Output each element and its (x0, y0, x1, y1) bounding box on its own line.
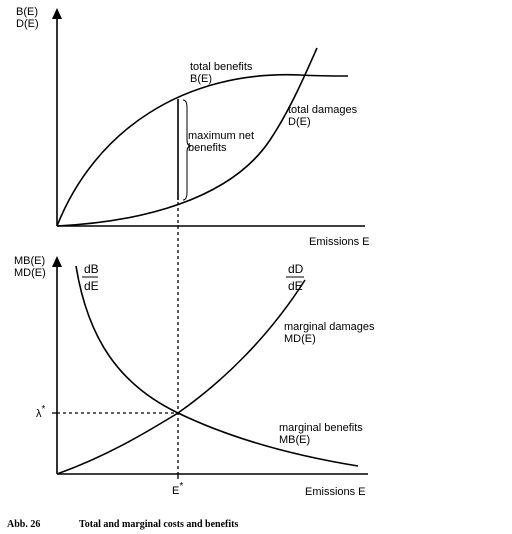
total-benefits-label: total benefits (190, 61, 253, 73)
dB-denominator: dE (84, 279, 99, 293)
caption-number: Abb. 26 (7, 519, 40, 530)
top-y-label-2: D(E) (16, 18, 39, 30)
caption-title: Total and marginal costs and benefits (79, 519, 238, 530)
top-x-label: Emissions E (309, 236, 370, 248)
total-benefits-curve (56, 73, 349, 227)
max-net-label-2: benefits (188, 142, 227, 154)
lambda-star-label: λ* (36, 404, 46, 420)
total-damages-label-2: D(E) (288, 116, 311, 128)
marginal-benefits-label-2: MB(E) (279, 434, 310, 446)
total-damages-label: total damages (288, 104, 358, 116)
max-net-brace (182, 99, 192, 201)
marginal-benefits-curve (75, 265, 359, 467)
top-y-label: B(E) (16, 6, 38, 18)
marginal-benefits-label: marginal benefits (279, 422, 363, 434)
bottom-y-axis-arrow (52, 256, 62, 267)
figure-caption: Abb. 26 Total and marginal costs and ben… (7, 519, 238, 530)
bottom-y-label-2: MD(E) (14, 267, 46, 279)
total-benefits-label-2: B(E) (190, 73, 212, 85)
top-y-axis-arrow (52, 8, 62, 19)
bottom-panel: MB(E) MD(E) Emissions E dB dE dD dE λ* E… (14, 255, 375, 498)
dB-numerator: dB (84, 262, 99, 276)
marginal-damages-label: marginal damages (284, 321, 375, 333)
total-damages-curve (56, 47, 318, 227)
top-panel: B(E) D(E) Emissions E total benefits B(E… (16, 6, 370, 248)
marginal-damages-label-2: MD(E) (284, 333, 316, 345)
marginal-damages-curve (56, 279, 306, 475)
max-net-label: maximum net (188, 130, 254, 142)
dD-numerator: dD (288, 262, 304, 276)
bottom-x-label: Emissions E (305, 486, 366, 498)
estar-label: E* (172, 481, 183, 497)
bottom-y-label: MB(E) (14, 255, 45, 267)
